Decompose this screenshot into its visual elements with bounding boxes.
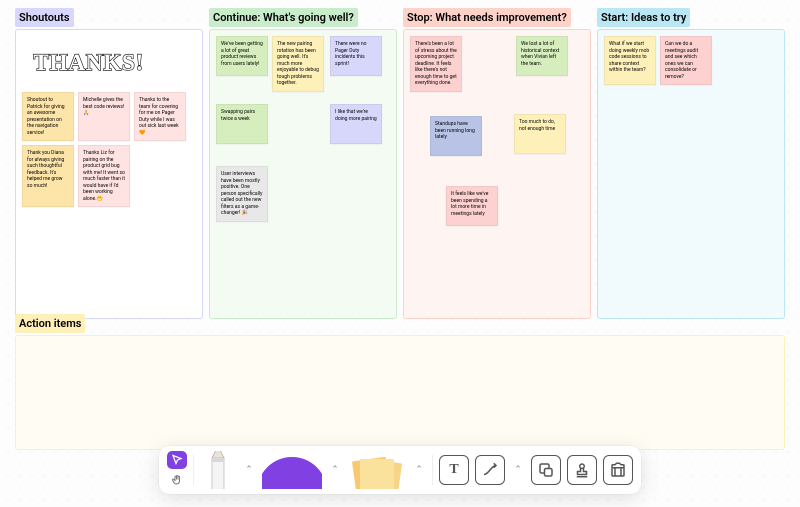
- templates-tool[interactable]: [603, 455, 633, 485]
- action-items-body[interactable]: [15, 335, 785, 450]
- sticky-note[interactable]: Standups have been running long lately: [430, 116, 482, 156]
- shape-icon: [537, 461, 555, 479]
- column-continue: Continue: What's going well? We've been …: [209, 8, 397, 319]
- color-swatch: [262, 457, 322, 489]
- pencil-options-chevron-icon[interactable]: ⌃: [242, 452, 256, 488]
- sticky-note[interactable]: There were no Pager Duty incidents this …: [330, 36, 382, 76]
- connector-tool[interactable]: [475, 455, 505, 485]
- toolbar: ⌃ ⌃ ⌃ T ⌃: [159, 446, 641, 494]
- column-header-stop[interactable]: Stop: What needs improvement?: [403, 8, 571, 27]
- sticky-note[interactable]: Thank you Diana for always giving such t…: [22, 145, 74, 207]
- sticky-note[interactable]: Thanks Liz for pairing on the product gr…: [78, 145, 130, 207]
- sticky-note[interactable]: User interviews have been mostly positiv…: [216, 166, 268, 222]
- connector-options-chevron-icon[interactable]: ⌃: [511, 452, 525, 488]
- column-header-shoutouts[interactable]: Shoutouts: [15, 8, 74, 27]
- column-start: Start: Ideas to try What if we start doi…: [597, 8, 785, 319]
- column-body-continue[interactable]: We've been getting a lot of great produc…: [209, 29, 397, 319]
- sticky-note-tool[interactable]: [348, 451, 406, 489]
- sticky-note[interactable]: Too much to do, not enough time: [514, 114, 566, 154]
- sticky-note[interactable]: We lost a lot of historical context when…: [516, 36, 568, 76]
- shape-tool[interactable]: [531, 455, 561, 485]
- stamp-tool[interactable]: [567, 455, 597, 485]
- sticky-note[interactable]: We've been getting a lot of great produc…: [216, 36, 268, 76]
- templates-icon: [609, 461, 627, 479]
- thanks-art[interactable]: THANKS!: [22, 36, 196, 88]
- column-stop: Stop: What needs improvement? There's be…: [403, 8, 591, 319]
- pointer-tool-group: [167, 451, 187, 489]
- sticky-note[interactable]: It feels like we've been spending a lot …: [446, 186, 498, 226]
- action-items-header[interactable]: Action items: [15, 314, 85, 333]
- sticky-note[interactable]: The new pairing rotation has been going …: [272, 36, 324, 92]
- pencil-tool[interactable]: [200, 451, 236, 489]
- text-icon: T: [449, 462, 458, 478]
- sticky-note[interactable]: Can we do a meetings audit and see which…: [660, 36, 712, 85]
- sticky-note[interactable]: Michelle gives the best code reviews! 🙏: [78, 92, 130, 141]
- text-tool[interactable]: T: [439, 455, 469, 485]
- color-options-chevron-icon[interactable]: ⌃: [328, 452, 342, 488]
- column-body-start[interactable]: What if we start doing weekly mob code s…: [597, 29, 785, 319]
- color-tool[interactable]: [262, 451, 322, 489]
- toolbar-divider: [193, 455, 194, 485]
- column-shoutouts: Shoutouts THANKS! Shoutout to Patrick for…: [15, 8, 203, 319]
- column-header-start[interactable]: Start: Ideas to try: [597, 8, 690, 27]
- select-tool[interactable]: [167, 451, 187, 469]
- column-body-shoutouts[interactable]: THANKS! Shoutout to Patrick for giving an…: [15, 29, 203, 319]
- board-columns: Shoutouts THANKS! Shoutout to Patrick for…: [15, 8, 785, 319]
- sticky-note[interactable]: Swapping pairs twice a week: [216, 104, 268, 144]
- column-body-stop[interactable]: There's been a lot of stress about the u…: [403, 29, 591, 319]
- sticky-note[interactable]: Shoutout to Patrick for giving an awesom…: [22, 92, 74, 141]
- action-items-section: Action items: [15, 312, 785, 450]
- stamp-icon: [573, 461, 591, 479]
- hand-tool[interactable]: [167, 471, 187, 489]
- sticky-note[interactable]: What if we start doing weekly mob code s…: [604, 36, 656, 85]
- column-header-continue[interactable]: Continue: What's going well?: [209, 8, 358, 27]
- sticky-note[interactable]: Thanks to the team for covering for me o…: [134, 92, 186, 141]
- sticky-options-chevron-icon[interactable]: ⌃: [412, 452, 426, 488]
- svg-text:THANKS!: THANKS!: [33, 50, 144, 76]
- toolbar-divider: [432, 455, 433, 485]
- connector-icon: [481, 461, 499, 479]
- sticky-note[interactable]: I like that we're doing more pairing: [330, 104, 382, 144]
- sticky-note[interactable]: There's been a lot of stress about the u…: [410, 36, 462, 92]
